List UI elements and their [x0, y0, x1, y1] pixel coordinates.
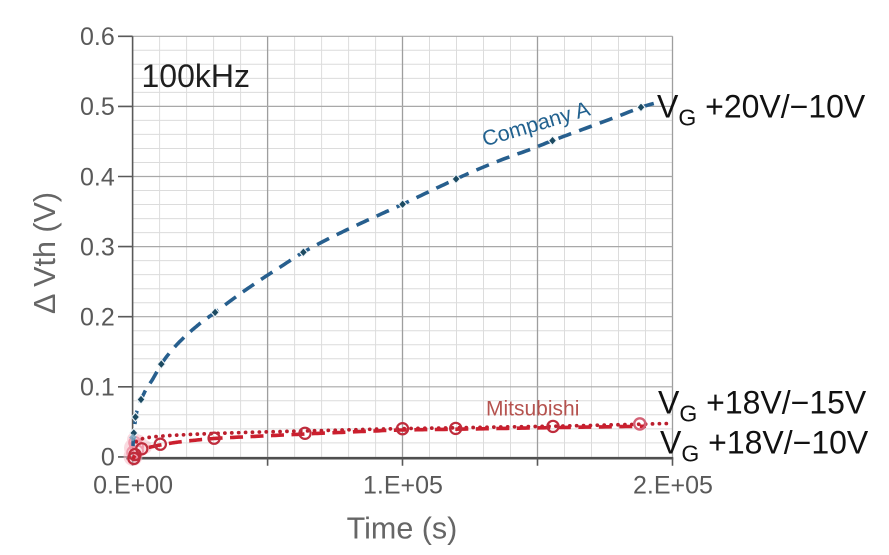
svg-text:0.3: 0.3	[80, 233, 115, 261]
svg-text:0.4: 0.4	[80, 163, 115, 191]
svg-text:Time (s): Time (s)	[347, 512, 458, 546]
svg-text:100kHz: 100kHz	[142, 58, 251, 94]
svg-text:0.6: 0.6	[80, 23, 115, 51]
svg-text:Mitsubishi: Mitsubishi	[486, 398, 579, 421]
svg-text:2.E+05: 2.E+05	[633, 471, 713, 499]
svg-text:0.1: 0.1	[80, 374, 115, 402]
svg-text:0.2: 0.2	[80, 304, 115, 332]
svg-text:1.E+05: 1.E+05	[363, 471, 443, 499]
svg-text:0.5: 0.5	[80, 93, 115, 121]
svg-text:Δ Vth (V): Δ Vth (V)	[28, 192, 62, 314]
svg-text:VG +20V/−10V: VG +20V/−10V	[657, 89, 866, 131]
svg-text:0.E+00: 0.E+00	[93, 471, 173, 499]
svg-text:0: 0	[101, 444, 115, 472]
